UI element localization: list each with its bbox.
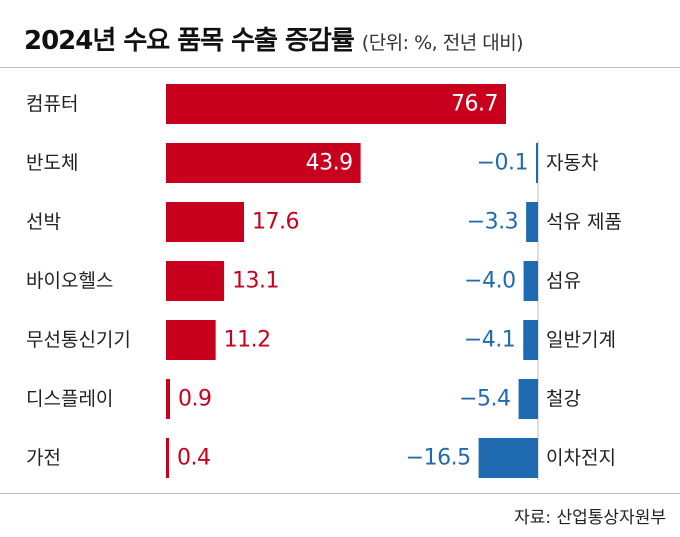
negative-bar: [523, 320, 538, 360]
chart-subtitle: (단위: %, 전년 대비): [361, 32, 524, 54]
negative-bar: [523, 261, 538, 301]
data-label: −0.1: [477, 151, 528, 176]
positive-bar: [166, 438, 169, 478]
category-label: 반도체: [26, 152, 78, 174]
data-label: 0.4: [177, 446, 211, 471]
data-label: −4.1: [464, 328, 515, 353]
data-label: −4.0: [464, 269, 515, 294]
data-label: 43.9: [306, 151, 353, 176]
data-label: 13.1: [232, 269, 279, 294]
category-label: 바이오헬스: [26, 270, 113, 292]
data-label: −3.3: [467, 210, 518, 235]
positive-bar: [166, 261, 225, 301]
category-label: 철강: [546, 388, 581, 410]
positive-bar: [166, 143, 361, 183]
positive-bar: [166, 202, 245, 242]
data-label: 11.2: [224, 328, 271, 353]
category-label: 디스플레이: [26, 388, 113, 410]
negative-bar: [526, 202, 538, 242]
category-label: 자동차: [546, 152, 598, 174]
category-label: 일반기계: [546, 329, 616, 351]
category-label: 가전: [26, 447, 61, 469]
category-label: 이차전지: [546, 447, 616, 469]
negative-bar: [536, 143, 538, 183]
data-label: 0.9: [178, 387, 212, 412]
data-label: −16.5: [406, 446, 471, 471]
category-label: 컴퓨터: [26, 93, 78, 115]
positive-bar: [166, 320, 216, 360]
bottom-divider: [0, 493, 680, 494]
positive-bar: [166, 84, 506, 124]
source-note: 자료: 산업통상자원부: [514, 508, 666, 528]
category-label: 선박: [26, 211, 61, 233]
data-label: −5.4: [459, 387, 510, 412]
top-divider: [0, 67, 680, 68]
category-label: 섬유: [546, 270, 581, 292]
negative-bar: [478, 438, 538, 478]
data-label: 76.7: [451, 92, 498, 117]
category-label: 석유 제품: [546, 211, 622, 233]
negative-bar: [518, 379, 538, 419]
chart-title-block: 2024년 수요 품목 수출 증감률 (단위: %, 전년 대비): [24, 20, 524, 57]
chart-title: 2024년 수요 품목 수출 증감률: [24, 26, 355, 56]
positive-bar: [166, 379, 170, 419]
category-label: 무선통신기기: [26, 329, 131, 351]
data-label: 17.6: [252, 210, 299, 235]
